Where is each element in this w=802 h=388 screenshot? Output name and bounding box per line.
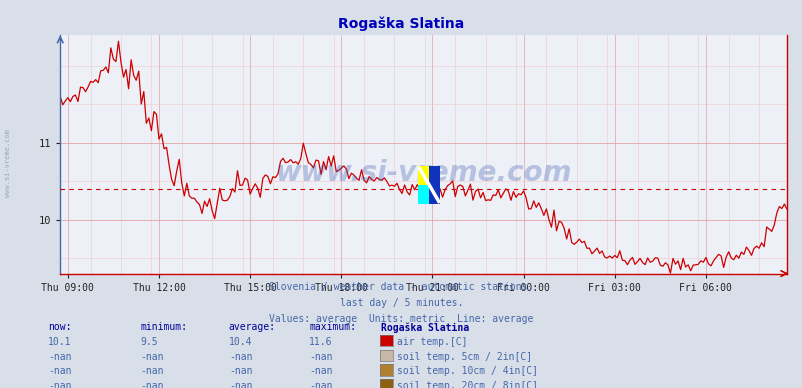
- Text: soil temp. 20cm / 8in[C]: soil temp. 20cm / 8in[C]: [397, 381, 538, 388]
- Text: Rogaška Slatina: Rogaška Slatina: [381, 322, 469, 333]
- Bar: [418, 185, 429, 204]
- Text: -nan: -nan: [229, 381, 252, 388]
- Text: air temp.[C]: air temp.[C]: [397, 337, 468, 347]
- Text: -nan: -nan: [309, 352, 332, 362]
- Text: maximum:: maximum:: [309, 322, 356, 332]
- Text: now:: now:: [48, 322, 71, 332]
- Text: -nan: -nan: [229, 352, 252, 362]
- Text: 9.5: 9.5: [140, 337, 158, 347]
- Text: -nan: -nan: [309, 366, 332, 376]
- Text: -nan: -nan: [48, 366, 71, 376]
- Text: -nan: -nan: [48, 352, 71, 362]
- Text: last day / 5 minutes.: last day / 5 minutes.: [339, 298, 463, 308]
- Text: average:: average:: [229, 322, 276, 332]
- Text: www.si-vreme.com: www.si-vreme.com: [275, 159, 571, 187]
- Text: www.si-vreme.com: www.si-vreme.com: [5, 129, 11, 197]
- Text: 10.1: 10.1: [48, 337, 71, 347]
- Text: Values: average  Units: metric  Line: average: Values: average Units: metric Line: aver…: [269, 314, 533, 324]
- Bar: [429, 166, 440, 204]
- Text: soil temp. 5cm / 2in[C]: soil temp. 5cm / 2in[C]: [397, 352, 532, 362]
- Text: Rogaška Slatina: Rogaška Slatina: [338, 17, 464, 31]
- Text: minimum:: minimum:: [140, 322, 188, 332]
- Text: 11.6: 11.6: [309, 337, 332, 347]
- Text: 10.4: 10.4: [229, 337, 252, 347]
- Text: -nan: -nan: [140, 381, 164, 388]
- Text: -nan: -nan: [309, 381, 332, 388]
- Text: -nan: -nan: [229, 366, 252, 376]
- Text: -nan: -nan: [140, 352, 164, 362]
- Text: Slovenia / weather data - automatic stations.: Slovenia / weather data - automatic stat…: [269, 282, 533, 293]
- Text: -nan: -nan: [48, 381, 71, 388]
- Bar: [418, 166, 429, 185]
- Text: -nan: -nan: [140, 366, 164, 376]
- Text: soil temp. 10cm / 4in[C]: soil temp. 10cm / 4in[C]: [397, 366, 538, 376]
